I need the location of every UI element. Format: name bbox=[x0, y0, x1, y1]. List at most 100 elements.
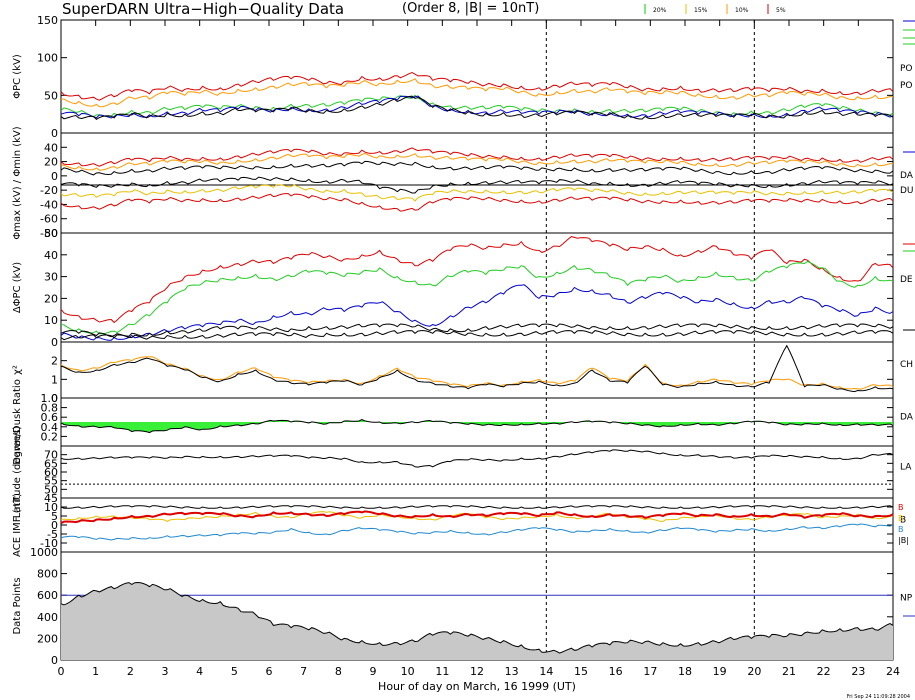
panel-delta-phi: 0 10 20 30 40 50 ΔΦPC (kV) DE bbox=[12, 227, 913, 349]
x-tick-label: 15 bbox=[574, 665, 588, 678]
panel-chi-sq: 0 1 2 χ² CH bbox=[12, 344, 913, 405]
right-label: NP bbox=[900, 594, 913, 604]
series-line bbox=[60, 184, 894, 202]
y-tick-label: -10 bbox=[40, 537, 58, 550]
x-tick-label: 9 bbox=[370, 665, 377, 678]
y-tick-label: 50 bbox=[44, 89, 58, 102]
y-axis-label: χ² bbox=[12, 365, 23, 375]
series-line bbox=[60, 323, 894, 338]
y-tick-label: 0.4 bbox=[41, 421, 59, 434]
x-tick-label: 18 bbox=[678, 665, 692, 678]
y-tick-label: 150 bbox=[37, 14, 58, 27]
series-label: B bbox=[898, 514, 904, 523]
series-label: B bbox=[898, 525, 904, 534]
series-line bbox=[61, 78, 894, 108]
y-tick-label: 10 bbox=[44, 314, 58, 327]
y-tick-label: -60 bbox=[40, 213, 58, 226]
y-tick-label: 70 bbox=[44, 449, 58, 462]
x-tick-label: 2 bbox=[127, 665, 134, 678]
y-tick-label: 40 bbox=[44, 141, 58, 154]
y-tick-label: -5 bbox=[47, 528, 58, 541]
y-tick-label: 800 bbox=[37, 568, 58, 581]
legend-label: 15% bbox=[694, 7, 708, 14]
series-line bbox=[60, 193, 894, 212]
legend-label: 20% bbox=[653, 7, 667, 14]
title-bar: SuperDARN Ultra−High−Quality Data (Order… bbox=[0, 0, 915, 22]
y-axis-label: Φmax (kV) / Φmin (kV) bbox=[12, 126, 23, 239]
y-tick-label: 0 bbox=[51, 336, 58, 349]
series-line bbox=[60, 419, 894, 434]
y-tick-label: 1000 bbox=[30, 546, 58, 559]
panel-frame bbox=[60, 445, 894, 499]
x-tick-label: 14 bbox=[539, 665, 553, 678]
series-line bbox=[60, 176, 894, 194]
y-tick-label: 0 bbox=[51, 654, 58, 667]
y-tick-label: 200 bbox=[37, 632, 58, 645]
series-line bbox=[60, 152, 894, 171]
y-tick-label: 50 bbox=[44, 483, 58, 496]
y-tick-label: 0 bbox=[51, 519, 58, 532]
y-axis-label: ΦPC (kV) bbox=[12, 54, 23, 99]
right-label: DA bbox=[900, 413, 914, 423]
y-tick-label: 0 bbox=[51, 170, 58, 183]
x-tick-label: 20 bbox=[747, 665, 761, 678]
x-tick-label: 7 bbox=[300, 665, 307, 678]
x-tick-label: 12 bbox=[470, 665, 484, 678]
series-line bbox=[60, 510, 894, 525]
x-tick-label: 23 bbox=[851, 665, 865, 678]
y-tick-label: 20 bbox=[44, 292, 58, 305]
right-label: PO bbox=[900, 81, 913, 91]
series-line bbox=[60, 344, 894, 393]
right-label: DU bbox=[900, 186, 914, 196]
y-tick-label: 0 bbox=[51, 392, 58, 405]
series-area bbox=[61, 582, 893, 660]
page-subtitle: (Order 8, |B| = 10nT) bbox=[402, 1, 540, 16]
x-tick-label: 3 bbox=[162, 665, 169, 678]
x-tick-label: 21 bbox=[782, 665, 796, 678]
panel-phi-pc: 0 50 100 150 ΦPC (kV) PO PO bbox=[12, 14, 913, 140]
y-tick-label: 60 bbox=[44, 466, 58, 479]
right-label: B bbox=[900, 515, 906, 525]
y-axis-label: ΔΦPC (kV) bbox=[12, 262, 23, 313]
series-line bbox=[60, 523, 894, 541]
series-line bbox=[60, 505, 894, 509]
x-tick-label: 13 bbox=[505, 665, 519, 678]
y-tick-label: 30 bbox=[44, 271, 58, 284]
y-tick-label: -40 bbox=[40, 198, 58, 211]
x-axis-label: Hour of day on March, 16 1999 (UT) bbox=[378, 680, 576, 693]
x-tick-label: 22 bbox=[817, 665, 831, 678]
y-axis-label: ACE IMF (nT) bbox=[12, 493, 23, 557]
series-line bbox=[60, 330, 894, 341]
panel-dawn-dusk: 0.20.40.60.81.0 Dawn/Dusk Ratio DA bbox=[12, 379, 914, 465]
series-line bbox=[60, 160, 894, 176]
series-line bbox=[60, 71, 894, 101]
y-tick-label: 45 bbox=[44, 492, 58, 505]
series-line bbox=[60, 95, 894, 121]
x-tick-label: 5 bbox=[231, 665, 238, 678]
series-line bbox=[60, 581, 894, 654]
series-label: |B| bbox=[898, 536, 909, 545]
y-axis-label: Dawn/Dusk Ratio bbox=[12, 379, 23, 465]
series-line bbox=[60, 147, 894, 167]
right-label: PO bbox=[900, 64, 913, 74]
y-axis-label: Latitude (degrees) bbox=[12, 426, 23, 518]
y-tick-label: 1 bbox=[51, 373, 58, 386]
y-tick-label: 2 bbox=[51, 355, 58, 368]
panel-data-points: 0 200 400 600 800 1000 Data Points NP bbox=[12, 546, 913, 667]
y-axis-label: Data Points bbox=[12, 577, 23, 634]
x-tick-label: 11 bbox=[435, 665, 449, 678]
y-tick-label: 0 bbox=[51, 127, 58, 140]
y-tick-label: 5 bbox=[51, 510, 58, 523]
x-tick-label: 19 bbox=[713, 665, 727, 678]
y-tick-label: 100 bbox=[37, 52, 58, 65]
right-label: CH bbox=[900, 360, 913, 370]
x-tick-label: 4 bbox=[196, 665, 203, 678]
y-tick-label: 0.6 bbox=[41, 411, 59, 424]
series-line bbox=[60, 95, 894, 119]
series-line bbox=[60, 356, 894, 390]
right-label: LA bbox=[900, 462, 912, 472]
y-tick-label: 1.0 bbox=[41, 392, 59, 405]
